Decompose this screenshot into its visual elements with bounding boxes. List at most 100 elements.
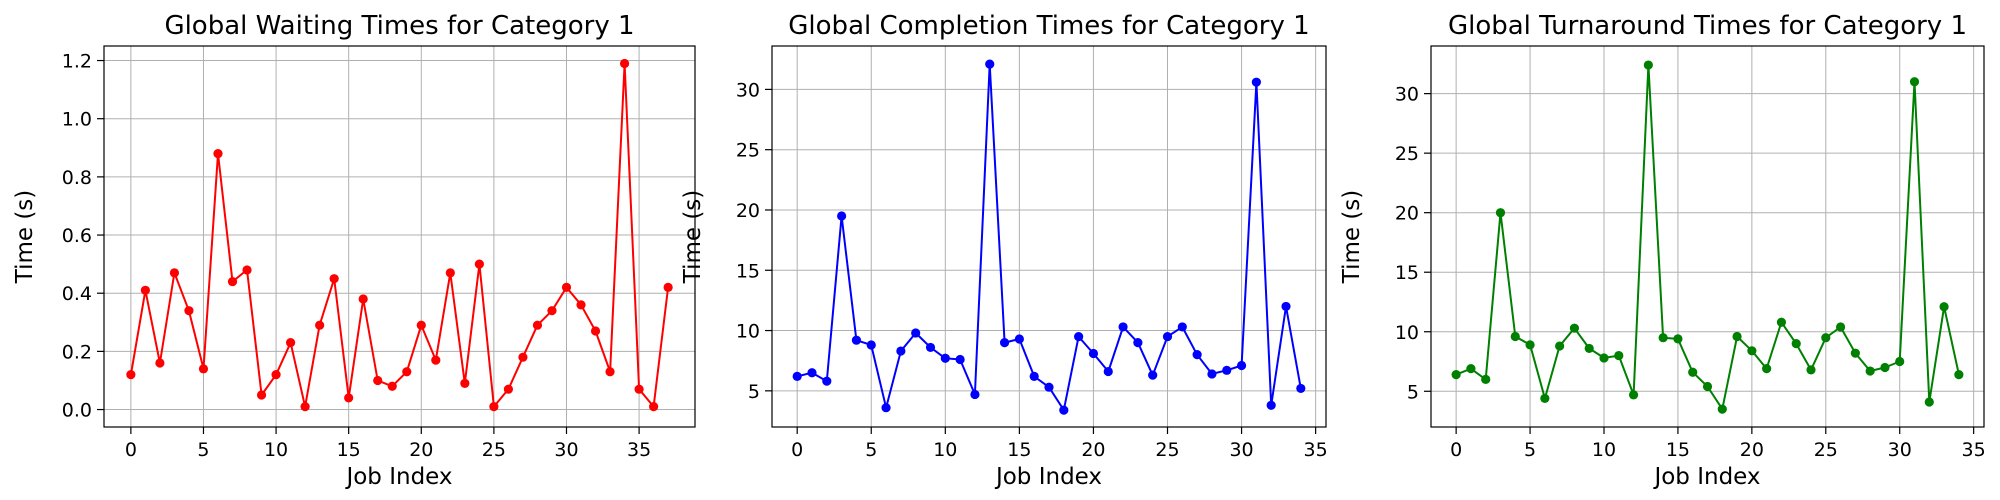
chart-title: Global Turnaround Times for Category 1 — [1448, 11, 1967, 41]
y-tick-label: 20 — [1395, 203, 1419, 225]
x-tick-label: 35 — [627, 439, 651, 461]
x-tick-label: 35 — [1962, 439, 1986, 461]
data-point — [518, 352, 528, 362]
data-point — [431, 355, 441, 365]
data-point — [1895, 356, 1905, 367]
data-point — [315, 320, 325, 330]
data-point — [1614, 350, 1624, 361]
data-point — [373, 375, 383, 386]
data-point — [1266, 400, 1276, 410]
data-point — [1628, 390, 1639, 400]
data-point — [1880, 362, 1890, 373]
data-point — [1177, 322, 1187, 332]
data-point — [1192, 350, 1202, 360]
data-point — [387, 381, 397, 391]
y-tick-label: 0.8 — [62, 167, 92, 189]
y-tick-label: 1.0 — [62, 109, 92, 131]
y-tick-label: 1.2 — [62, 51, 92, 73]
y-axis-label: Time (s) — [12, 190, 38, 285]
x-tick-label: 30 — [1229, 439, 1253, 461]
y-tick-label: 0.0 — [62, 400, 92, 422]
data-point — [619, 58, 630, 69]
data-point — [1643, 60, 1653, 70]
y-tick-label: 5 — [748, 381, 760, 403]
data-point — [1029, 371, 1039, 381]
data-point — [1762, 364, 1772, 374]
data-point — [1510, 331, 1520, 342]
y-tick-label: 20 — [736, 200, 760, 222]
x-tick-label: 5 — [865, 439, 877, 461]
x-tick-label: 10 — [1592, 439, 1616, 461]
x-tick-label: 25 — [1155, 439, 1179, 461]
data-point — [1806, 365, 1816, 375]
data-point — [358, 294, 368, 304]
y-tick-label: 0.6 — [62, 225, 92, 247]
data-point — [1162, 331, 1173, 342]
y-tick-label: 10 — [1395, 322, 1419, 344]
y-axis-label: Time (s) — [680, 190, 706, 285]
plot-frame — [103, 45, 696, 428]
data-point — [1251, 77, 1261, 87]
x-tick-label: 35 — [1304, 439, 1328, 461]
data-point — [227, 276, 238, 287]
x-tick-label: 30 — [1888, 439, 1912, 461]
y-tick-label: 10 — [736, 321, 760, 343]
data-point — [1835, 322, 1846, 332]
data-point — [1909, 77, 1920, 87]
data-point — [1688, 367, 1698, 377]
x-tick-label: 20 — [1081, 439, 1105, 461]
y-tick-label: 0.2 — [62, 341, 92, 363]
data-point — [1702, 381, 1713, 392]
data-point — [970, 389, 980, 400]
data-point — [576, 300, 586, 310]
data-point — [1865, 366, 1875, 376]
x-tick-label: 0 — [125, 439, 137, 461]
data-point — [605, 367, 615, 377]
data-point — [1014, 334, 1024, 344]
series-line — [1455, 64, 1960, 411]
y-tick-label: 0.4 — [62, 283, 92, 305]
data-point — [300, 402, 310, 412]
x-tick-label: 10 — [264, 439, 288, 461]
data-point — [663, 282, 673, 292]
data-point — [1481, 374, 1491, 384]
data-point — [911, 328, 921, 338]
data-point — [1495, 208, 1506, 218]
plot-frame — [1430, 45, 1985, 428]
x-tick-label: 5 — [1524, 439, 1536, 461]
data-point — [1569, 323, 1580, 333]
data-point — [807, 368, 817, 378]
plot-frame — [771, 45, 1327, 428]
x-tick-label: 25 — [1814, 439, 1838, 461]
data-point — [1540, 393, 1550, 404]
x-tick-label: 20 — [1740, 439, 1764, 461]
data-point — [329, 274, 339, 284]
y-tick-label: 25 — [1395, 143, 1419, 165]
chart-completion: 0 5 10 15 20 25 30 35 5 10 15 20 25 30 Global Completi… — [680, 11, 1328, 490]
data-point — [532, 320, 543, 330]
data-point — [1525, 340, 1535, 350]
data-point — [837, 211, 847, 221]
data-point — [1118, 322, 1128, 332]
data-point — [1717, 404, 1727, 414]
chart-title: Global Waiting Times for Category 1 — [164, 11, 634, 41]
data-point — [402, 367, 412, 377]
x-tick-label: 15 — [1666, 439, 1690, 461]
data-point — [503, 384, 514, 394]
data-point — [792, 371, 802, 381]
data-point — [1451, 370, 1461, 380]
data-point — [184, 306, 194, 316]
data-point — [896, 346, 906, 356]
data-point — [474, 259, 484, 269]
data-point — [344, 393, 354, 403]
x-tick-label: 10 — [933, 439, 957, 461]
data-point — [940, 353, 950, 363]
data-point — [851, 335, 862, 345]
data-point — [256, 390, 267, 400]
data-point — [489, 402, 499, 412]
data-point — [1281, 301, 1291, 312]
x-tick-label: 0 — [791, 439, 803, 461]
data-point — [590, 326, 601, 336]
data-point — [140, 285, 150, 295]
x-axis-label: Job Index — [1652, 464, 1760, 490]
